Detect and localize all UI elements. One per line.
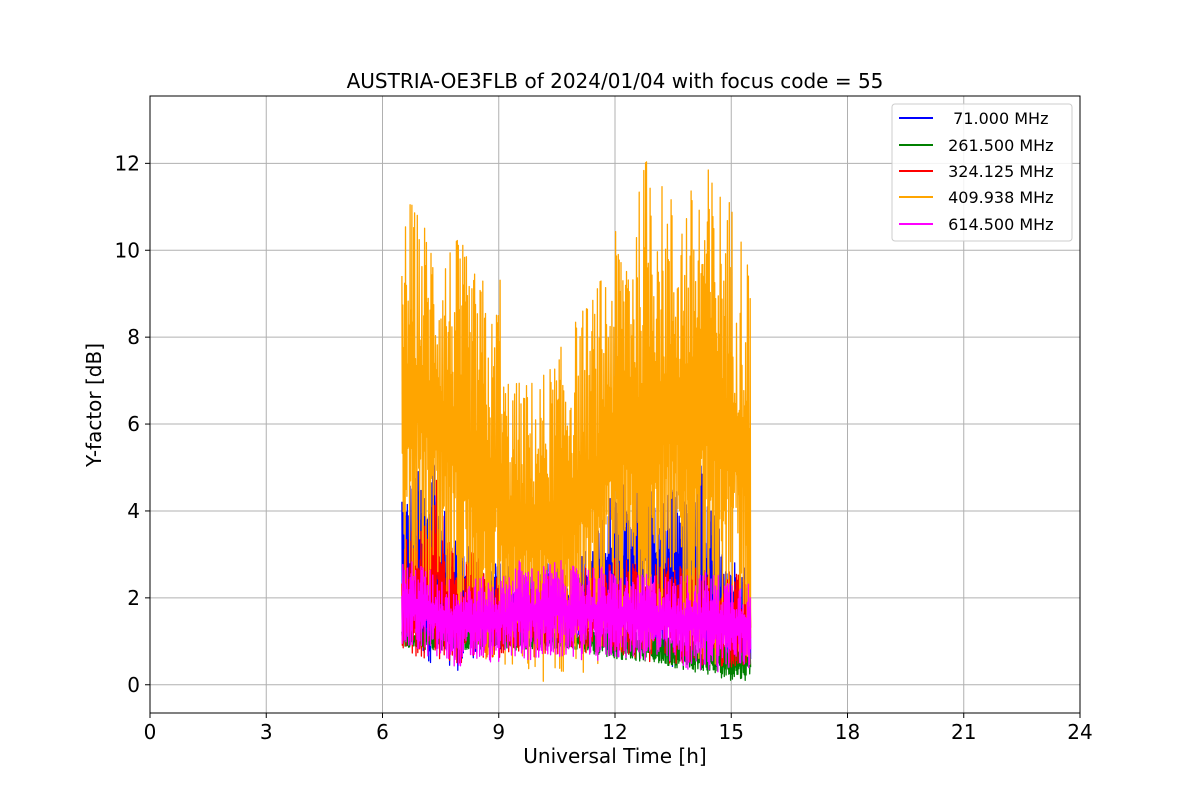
series-line — [401, 560, 752, 673]
x-tick-label: 3 — [260, 720, 273, 744]
y-tick-label: 0 — [127, 673, 140, 697]
chart-title: AUSTRIA-OE3FLB of 2024/01/04 with focus … — [347, 69, 884, 93]
y-tick-label: 6 — [127, 412, 140, 436]
x-tick-label: 6 — [376, 720, 389, 744]
x-tick-label: 21 — [951, 720, 976, 744]
y-tick-label: 2 — [127, 586, 140, 610]
legend-label: 261.500 MHz — [943, 136, 1054, 155]
x-tick-label: 0 — [144, 720, 157, 744]
legend-entry: 71.000 MHz — [899, 109, 1048, 128]
x-tick-label: 15 — [719, 720, 744, 744]
y-axis: 0 2 4 6 8 10 12 — [115, 151, 150, 697]
legend-entry: 261.500 MHz — [899, 136, 1054, 155]
x-tick-label: 24 — [1067, 720, 1092, 744]
legend-label: 409.938 MHz — [943, 188, 1054, 207]
legend: 71.000 MHz 261.500 MHz 324.125 MHz 409.9… — [891, 103, 1073, 242]
legend-entry: 409.938 MHz — [899, 188, 1054, 207]
legend-label: 614.500 MHz — [943, 215, 1054, 234]
y-tick-label: 4 — [127, 499, 140, 523]
legend-entry: 324.125 MHz — [899, 162, 1054, 181]
plot-series — [401, 161, 752, 682]
legend-label: 71.000 MHz — [943, 109, 1048, 128]
y-axis-label: Y-factor [dB] — [82, 343, 106, 468]
y-tick-label: 10 — [115, 238, 140, 262]
legend-box — [891, 103, 1073, 242]
legend-label: 324.125 MHz — [943, 162, 1054, 181]
x-tick-label: 18 — [835, 720, 860, 744]
x-axis-label: Universal Time [h] — [523, 744, 706, 768]
x-axis: 0 3 6 9 12 15 18 21 24 — [144, 713, 1093, 744]
legend-entry: 614.500 MHz — [899, 215, 1054, 234]
y-tick-label: 12 — [115, 151, 140, 175]
y-tick-label: 8 — [127, 325, 140, 349]
x-tick-label: 12 — [602, 720, 627, 744]
series-line — [401, 161, 752, 682]
x-tick-label: 9 — [492, 720, 505, 744]
